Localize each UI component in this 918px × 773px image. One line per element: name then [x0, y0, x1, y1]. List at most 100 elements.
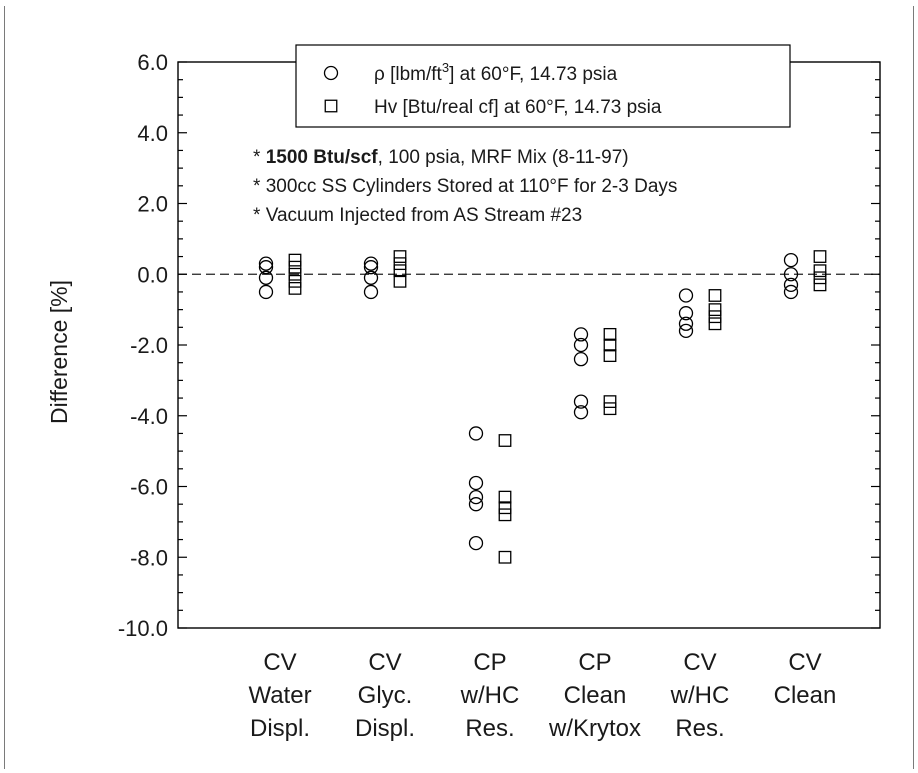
circle-point	[258, 270, 274, 285]
circle-point	[573, 327, 589, 342]
circle-point	[363, 270, 379, 285]
circle-point	[783, 252, 799, 268]
circle-point	[678, 288, 694, 303]
square-point	[603, 395, 617, 409]
y-tick-label: 4.0	[137, 121, 168, 146]
annotation-line: * Vacuum Injected from AS Stream #23	[253, 205, 582, 226]
circle-point	[468, 535, 484, 551]
legend: ρ [lbm/ft3] at 60°F, 14.73 psia Hv [Btu/r…	[295, 44, 791, 128]
square-point	[393, 264, 407, 278]
square-point	[813, 271, 827, 285]
category-label-line: CV	[788, 649, 821, 676]
circle-point	[678, 306, 694, 321]
square-point	[708, 289, 722, 302]
square-point	[288, 267, 302, 281]
annotation-line: * 1500 Btu/scf, 100 psia, MRF Mix (8-11-…	[253, 147, 629, 168]
square-point	[603, 327, 617, 341]
category-label: CP Clean w/Krytox	[548, 649, 641, 742]
y-tick-label: -6.0	[130, 475, 168, 500]
category-label-line: CV	[368, 649, 401, 676]
category-label-line: Clean	[774, 682, 837, 709]
circle-point	[678, 323, 694, 339]
circle-point	[678, 316, 694, 331]
y-tick-labels: 6.0 4.0 2.0 0.0 -2.0 -4.0 -6.0 -8.0 -10.0	[118, 50, 168, 641]
circle-point	[363, 260, 379, 275]
category-label-line: Res.	[675, 715, 724, 742]
square-point	[603, 402, 617, 416]
annotation-prefix: *	[253, 176, 266, 197]
square-point	[288, 281, 302, 295]
circle-point	[468, 497, 484, 512]
circle-point	[468, 426, 484, 441]
category-label-line: w/HC	[670, 682, 730, 709]
circle-point	[258, 260, 274, 275]
square-point	[708, 317, 722, 331]
category-label-line: CV	[683, 649, 716, 676]
square-point	[603, 349, 617, 363]
annotation-text: Vacuum Injected from AS Stream #23	[266, 205, 582, 226]
category-label-line: Water	[248, 682, 311, 709]
y-tick-label: 0.0	[137, 262, 168, 287]
category-label-line: Glyc.	[358, 682, 413, 709]
circle-point	[468, 475, 484, 491]
circle-point	[783, 277, 799, 293]
category-label-line: CP	[473, 649, 506, 676]
square-point	[288, 253, 302, 267]
category-label: CV Water Displ.	[248, 649, 311, 742]
square-point	[288, 274, 302, 288]
annotation-text: 300cc SS Cylinders Stored at 110°F for 2…	[266, 176, 678, 197]
circle-point	[783, 284, 799, 300]
legend-text-part: ] at 60°F, 14.73 psia	[449, 64, 618, 85]
square-point	[498, 508, 512, 522]
square-point	[498, 550, 512, 564]
data-points	[258, 250, 827, 564]
circle-point	[363, 256, 379, 271]
category-label-line: Displ.	[355, 715, 415, 742]
square-point	[498, 490, 512, 504]
circle-point	[363, 284, 379, 300]
category-label: CV w/HC Res.	[670, 649, 730, 742]
category-label-line: w/HC	[460, 682, 520, 709]
circle-point	[573, 394, 589, 409]
circle-point	[573, 405, 589, 420]
square-point	[603, 338, 617, 352]
category-label: CV Glyc. Displ.	[355, 649, 415, 742]
square-point	[393, 250, 407, 263]
square-point	[498, 434, 512, 447]
category-label: CV Clean	[774, 649, 837, 709]
square-point	[288, 260, 302, 274]
y-tick-label: -4.0	[130, 404, 168, 429]
y-axis-label: Difference [%]	[46, 280, 72, 424]
square-point	[498, 501, 512, 515]
circle-point	[573, 337, 589, 353]
y-tick-label: -2.0	[130, 333, 168, 358]
y-tick-label: 6.0	[137, 50, 168, 75]
square-point	[393, 274, 407, 288]
circle-point	[258, 256, 274, 271]
annotations: * 1500 Btu/scf, 100 psia, MRF Mix (8-11-…	[253, 147, 677, 226]
category-label-line: Clean	[564, 682, 627, 709]
square-point	[708, 310, 722, 324]
y-tick-label: 2.0	[137, 192, 168, 217]
annotation-prefix: *	[253, 205, 266, 226]
category-label-line: CP	[578, 649, 611, 676]
legend-circle-marker	[323, 65, 339, 81]
square-point	[393, 257, 407, 271]
square-point	[813, 250, 827, 263]
legend-text-part: Hv [Btu/real cf] at 60°F, 14.73 psia	[374, 97, 662, 118]
y-tick-label: -8.0	[130, 545, 168, 570]
category-label-line: w/Krytox	[548, 715, 641, 742]
category-label-line: Res.	[465, 715, 514, 742]
figure-frame	[4, 6, 914, 769]
square-point	[813, 278, 827, 292]
circle-point	[258, 284, 274, 300]
category-label-line: Displ.	[250, 715, 310, 742]
legend-square-marker	[324, 99, 338, 113]
legend-superscript: 3	[442, 60, 449, 75]
legend-entry-text: Hv [Btu/real cf] at 60°F, 14.73 psia	[374, 97, 662, 118]
square-point	[813, 264, 827, 278]
legend-entry-text: ρ [lbm/ft3] at 60°F, 14.73 psia	[374, 60, 618, 85]
circle-point	[573, 351, 589, 367]
legend-text-part: ρ [lbm/ft	[374, 64, 443, 85]
